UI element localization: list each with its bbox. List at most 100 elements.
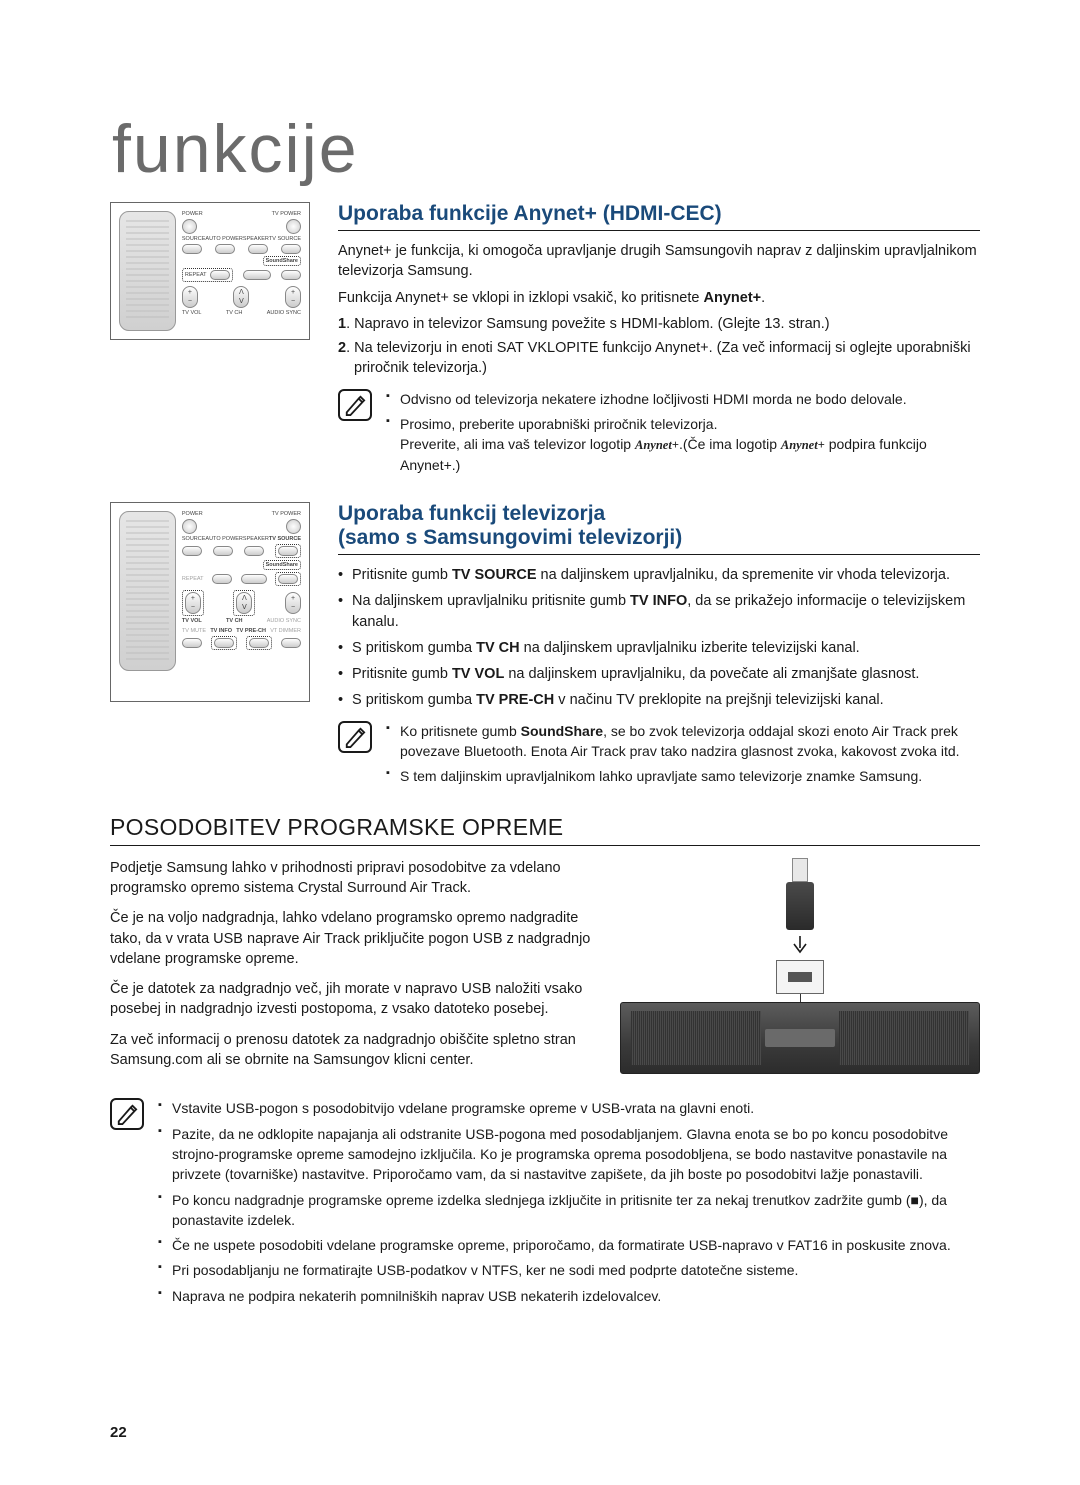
list-item: S pritiskom gumba TV PRE-CH v načinu TV … <box>338 690 980 710</box>
list-item: Pritisnite gumb TV SOURCE na daljinskem … <box>338 565 980 585</box>
lbl-source: SOURCE <box>182 536 206 542</box>
remote-figure-2: POWER TV POWER SOURCEAUTO POWERSPEAKER TV … <box>110 502 310 702</box>
note-item: S tem daljinskim upravljalnikom lahko up… <box>386 766 980 786</box>
lbl-tv-vol: TV VOL <box>182 310 202 316</box>
remote-small-icon <box>119 211 176 331</box>
power-button-icon <box>182 519 197 534</box>
lbl-tv-ch: TV CH <box>226 310 243 316</box>
note-item: Če ne uspete posodobiti vdelane programs… <box>158 1235 980 1255</box>
remote-figure-1: POWERTV POWER SOURCEAUTO POWERSPEAKERTV … <box>110 202 310 340</box>
lbl-tv-ch: TV CH <box>226 618 243 624</box>
lbl-soundshare: SoundShare <box>263 560 301 570</box>
note-icon <box>338 721 372 753</box>
pill-icon <box>214 638 234 648</box>
sync-button-icon: +− <box>285 592 301 614</box>
pill-icon <box>248 244 268 254</box>
section-anynet: POWERTV POWER SOURCEAUTO POWERSPEAKERTV … <box>110 202 980 480</box>
lbl-audio-sync: AUDIO SYNC <box>267 310 301 316</box>
lbl-auto-power: AUTO POWER <box>205 236 243 242</box>
body-text: Če je datotek za nadgradnjo več, jih mor… <box>110 979 600 1020</box>
lbl-repeat: REPEAT <box>182 576 204 582</box>
ch-button-icon: ᐱᐯ <box>236 592 252 614</box>
note-item: Naprava ne podpira nekaterih pomnilniški… <box>158 1286 980 1306</box>
body-text: Podjetje Samsung lahko v prihodnosti pri… <box>110 858 600 899</box>
lbl-audio-sync: AUDIO SYNC <box>267 618 301 624</box>
pill-icon <box>281 638 301 648</box>
remote-small-icon <box>119 511 176 671</box>
sync-button-icon: +− <box>285 286 301 308</box>
lbl-speaker: SPEAKER <box>243 536 269 542</box>
lbl-tv-pre-ch: TV PRE-CH <box>236 628 266 634</box>
pill-icon <box>213 546 233 556</box>
section-tv-functions: POWER TV POWER SOURCEAUTO POWERSPEAKER TV … <box>110 502 980 792</box>
lbl-source: SOURCE <box>182 236 206 242</box>
heading-tv-functions: Uporaba funkcij televizorja (samo s Sams… <box>338 502 980 555</box>
lbl-power: POWER <box>182 211 203 217</box>
note-icon <box>110 1098 144 1130</box>
body-text: Anynet+ je funkcija, ki omogoča upravlja… <box>338 241 980 282</box>
lbl-speaker: SPEAKER <box>243 236 269 242</box>
lbl-power: POWER <box>182 511 203 517</box>
pill-icon <box>182 546 202 556</box>
lbl-tv-power: TV POWER <box>272 511 301 517</box>
tv-power-button-icon <box>286 219 301 234</box>
note-item: Odvisno od televizorja nekatere izhodne … <box>386 389 980 409</box>
lbl-tv-info: TV INFO <box>210 628 232 634</box>
heading-anynet: Uporaba funkcije Anynet+ (HDMI-CEC) <box>338 202 980 231</box>
pill-icon <box>281 244 301 254</box>
usb-update-figure <box>620 858 980 1078</box>
ch-button-icon: ᐱᐯ <box>233 286 249 308</box>
pill-icon <box>210 270 230 280</box>
arrow-down-icon <box>792 936 808 961</box>
list-item: 2. Na televizorju in enoti SAT VKLOPITE … <box>338 338 980 379</box>
page-title: funkcije <box>112 110 980 188</box>
anynet-pill-icon <box>241 574 267 584</box>
note-icon <box>338 389 372 421</box>
pill-icon <box>244 546 264 556</box>
lbl-tv-mute: TV MUTE <box>182 628 206 634</box>
remote-panel-1: POWERTV POWER SOURCEAUTO POWERSPEAKERTV … <box>182 211 301 331</box>
note-item: Po koncu nadgradnje programske opreme iz… <box>158 1190 980 1231</box>
lbl-auto-power: AUTO POWER <box>205 536 243 542</box>
list-item: 1. Napravo in televizor Samsung povežite… <box>338 314 980 334</box>
usb-stick-icon <box>786 858 814 930</box>
pill-icon <box>182 244 202 254</box>
pill-icon <box>249 638 269 648</box>
pill-icon <box>215 244 235 254</box>
note-item: Pri posodabljanju ne formatirajte USB-po… <box>158 1260 980 1280</box>
note-block: Vstavite USB-pogon s posodobitvijo vdela… <box>110 1098 980 1311</box>
anynet-logo-icon: Anynet+ <box>781 436 825 454</box>
anynet-logo-icon: Anynet+ <box>635 436 679 454</box>
pill-icon <box>278 574 298 584</box>
vol-button-icon: +− <box>185 592 201 614</box>
note-item: Prosimo, preberite uporabniški priročnik… <box>386 414 980 475</box>
update-row: Podjetje Samsung lahko v prihodnosti pri… <box>110 858 980 1081</box>
list-item: Pritisnite gumb TV VOL na daljinskem upr… <box>338 664 980 684</box>
note-block: Ko pritisnete gumb SoundShare, se bo zvo… <box>338 721 980 792</box>
update-text: Podjetje Samsung lahko v prihodnosti pri… <box>110 858 600 1081</box>
page-number: 22 <box>110 1424 127 1441</box>
soundbar-icon <box>620 1002 980 1074</box>
list-item: Na daljinskem upravljalniku pritisnite g… <box>338 591 980 632</box>
lbl-tv-power: TV POWER <box>272 211 301 217</box>
anynet-pill-icon <box>243 270 271 280</box>
vol-button-icon: +− <box>182 286 198 308</box>
pill-icon <box>278 546 298 556</box>
pill-icon <box>281 270 301 280</box>
bullet-list: Pritisnite gumb TV SOURCE na daljinskem … <box>338 565 980 711</box>
pill-icon <box>212 574 232 584</box>
body-text: Če je na voljo nadgradnja, lahko vdelano… <box>110 908 600 969</box>
list-item: S pritiskom gumba TV CH na daljinskem up… <box>338 638 980 658</box>
lbl-soundshare: SoundShare <box>263 256 301 266</box>
remote-panel-2: POWER TV POWER SOURCEAUTO POWERSPEAKER TV … <box>182 511 301 693</box>
tv-power-button-icon <box>286 519 301 534</box>
pill-icon <box>182 638 202 648</box>
numbered-list: 1. Napravo in televizor Samsung povežite… <box>338 314 980 379</box>
heading-firmware-update: POSODOBITEV PROGRAMSKE OPREME <box>110 814 980 846</box>
body-text: Funkcija Anynet+ se vklopi in izklopi vs… <box>338 288 980 308</box>
lbl-tv-vol: TV VOL <box>182 618 202 624</box>
lbl-repeat: REPEAT <box>185 272 207 278</box>
lbl-tv-source: TV SOURCE <box>269 236 301 242</box>
note-item: Ko pritisnete gumb SoundShare, se bo zvo… <box>386 721 980 762</box>
body-text: Za več informacij o prenosu datotek za n… <box>110 1030 600 1071</box>
